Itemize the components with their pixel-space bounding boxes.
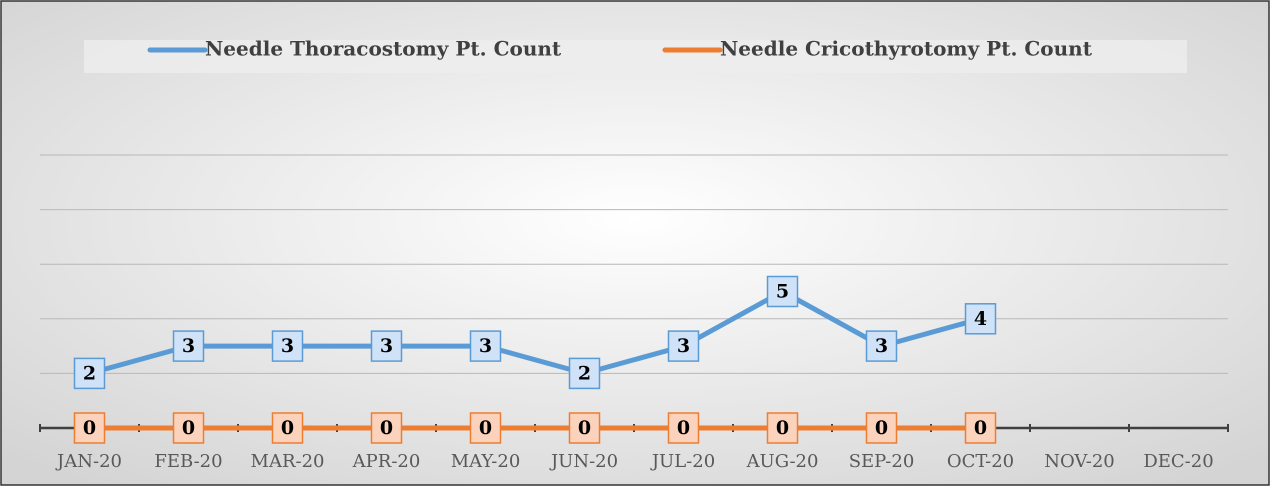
data-label: 5 bbox=[776, 281, 789, 303]
data-label: 0 bbox=[479, 417, 492, 439]
data-label-box bbox=[469, 330, 502, 362]
data-label-box bbox=[568, 357, 601, 390]
data-label-box bbox=[964, 412, 997, 444]
data-label: 0 bbox=[281, 417, 294, 439]
data-label-box bbox=[271, 330, 304, 362]
data-label: 3 bbox=[479, 335, 492, 357]
data-label: 3 bbox=[677, 335, 690, 357]
data-label: 4 bbox=[974, 308, 987, 330]
data-label: 0 bbox=[875, 417, 888, 439]
data-label-box bbox=[370, 412, 403, 444]
series-line bbox=[88, 289, 982, 376]
data-label-box bbox=[172, 412, 205, 444]
legend-label: Needle Thoracostomy Pt. Count bbox=[205, 37, 562, 61]
x-tick-label: JAN-20 bbox=[55, 451, 122, 472]
legend-label: Needle Cricothyrotomy Pt. Count bbox=[720, 37, 1093, 61]
data-label: 0 bbox=[578, 417, 591, 439]
data-label-box bbox=[865, 330, 898, 362]
data-label-box bbox=[667, 412, 700, 444]
data-label: 3 bbox=[281, 335, 294, 357]
data-label: 2 bbox=[83, 362, 96, 384]
x-tick-label: OCT-20 bbox=[947, 451, 1014, 472]
x-tick-label: MAY-20 bbox=[451, 451, 521, 472]
x-tick-label: APR-20 bbox=[352, 451, 421, 472]
x-tick-label: SEP-20 bbox=[849, 451, 915, 472]
data-label: 0 bbox=[677, 417, 690, 439]
data-label: 2 bbox=[578, 362, 591, 384]
data-label: 0 bbox=[974, 417, 987, 439]
data-label-box bbox=[172, 330, 205, 362]
data-label-box bbox=[667, 330, 700, 362]
data-label-box bbox=[964, 303, 997, 335]
data-label-box bbox=[766, 275, 799, 308]
x-tick-label: AUG-20 bbox=[746, 451, 819, 472]
legend-background bbox=[84, 40, 1187, 73]
data-label-box bbox=[370, 330, 403, 362]
x-tick-label: FEB-20 bbox=[154, 451, 222, 472]
data-label: 0 bbox=[182, 417, 195, 439]
data-label-box bbox=[469, 412, 502, 444]
data-label-box bbox=[568, 412, 601, 444]
data-label: 0 bbox=[380, 417, 393, 439]
data-label: 0 bbox=[83, 417, 96, 439]
x-tick-label: JUN-20 bbox=[549, 451, 618, 472]
data-label-box bbox=[271, 412, 304, 444]
x-tick-label: DEC-20 bbox=[1143, 451, 1213, 472]
data-label-box bbox=[766, 412, 799, 444]
data-label-box bbox=[73, 412, 106, 444]
data-label: 0 bbox=[776, 417, 789, 439]
data-label: 3 bbox=[380, 335, 393, 357]
data-label-box bbox=[73, 357, 106, 390]
x-tick-label: NOV-20 bbox=[1044, 451, 1115, 472]
data-label: 3 bbox=[875, 335, 888, 357]
data-label-box bbox=[865, 412, 898, 444]
data-label: 3 bbox=[182, 335, 195, 357]
x-tick-label: MAR-20 bbox=[251, 451, 325, 472]
x-tick-label: JUL-20 bbox=[650, 451, 715, 472]
